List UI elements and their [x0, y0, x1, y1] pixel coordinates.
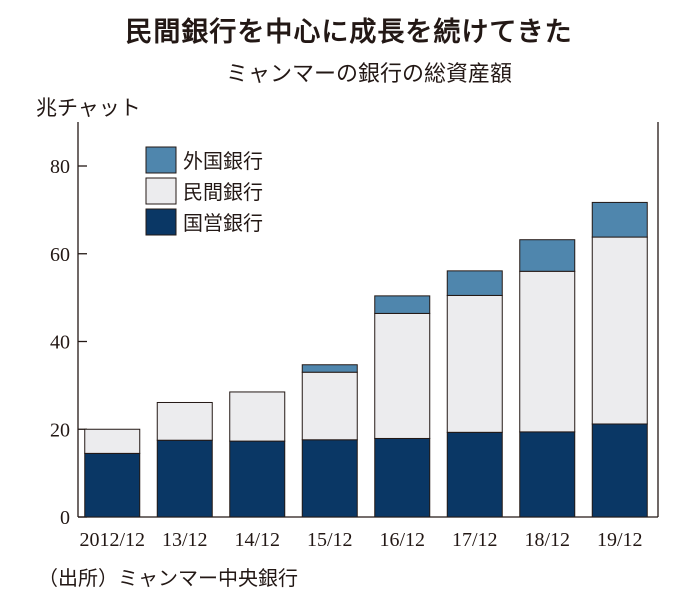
chart-title: 民間銀行を中心に成長を続けてきた [125, 17, 573, 48]
legend-label: 国営銀行 [183, 211, 263, 235]
bar-segment [374, 312, 431, 439]
legend-swatch [145, 146, 177, 174]
bar-segment [301, 364, 358, 373]
x-tick-label: 19/12 [597, 529, 643, 551]
bar-segment [591, 423, 648, 518]
source-note: （出所）ミャンマー中央銀行 [38, 566, 298, 590]
x-tick-label: 16/12 [379, 529, 425, 551]
bar-segment [446, 294, 503, 433]
y-tick-label: 80 [50, 156, 70, 178]
bar-segment [84, 428, 141, 454]
y-tick-label: 0 [60, 507, 70, 529]
bar-segment [301, 439, 358, 518]
bar-segment [591, 236, 648, 425]
bar-segment [519, 239, 576, 272]
chart-subtitle: ミャンマーの銀行の総資産額 [225, 62, 512, 87]
y-tick-label: 60 [50, 244, 70, 266]
bar-segment [301, 371, 358, 441]
legend-swatch [145, 208, 177, 236]
bars: 2012/12 13/12 14/12 15/12 16/12 17/12 18/12 19/… [79, 201, 648, 551]
y-tick-label: 20 [50, 419, 70, 441]
x-tick-label: 13/12 [162, 529, 208, 551]
bar-segment [446, 270, 503, 296]
bar-segment [84, 452, 141, 518]
x-tick-label: 17/12 [452, 529, 498, 551]
bar-segment [446, 431, 503, 518]
bar-segment [229, 440, 286, 518]
bar-segment [519, 431, 576, 518]
bar-segment [156, 401, 213, 441]
legend-swatch [145, 177, 177, 205]
x-tick-label: 18/12 [524, 529, 570, 551]
x-tick-label: 2012/12 [79, 529, 145, 551]
legend-label: 民間銀行 [183, 180, 263, 204]
bar-segment [374, 437, 431, 518]
y-tick-label: 40 [50, 332, 70, 354]
legend-label: 外国銀行 [183, 149, 263, 173]
bar-segment [591, 201, 648, 238]
x-tick-label: 15/12 [307, 529, 353, 551]
bar-segment [156, 439, 213, 518]
x-tick-label: 14/12 [234, 529, 280, 551]
bar-segment [229, 391, 286, 442]
y-axis-unit: 兆チャット [36, 96, 141, 120]
bar-segment [374, 295, 431, 314]
bar-segment [519, 270, 576, 433]
